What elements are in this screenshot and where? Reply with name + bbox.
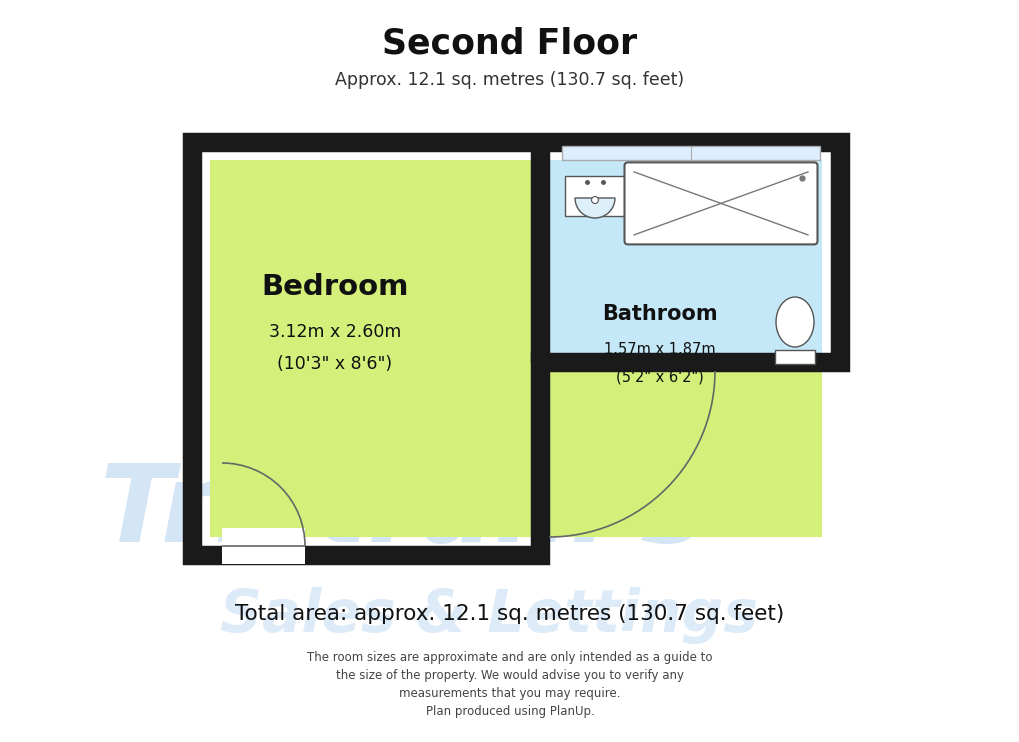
Text: Bathroom: Bathroom <box>601 304 717 324</box>
Text: Tristram's: Tristram's <box>100 459 705 565</box>
Text: (5'2" x 6'2"): (5'2" x 6'2") <box>615 370 703 384</box>
Bar <box>548 160 821 367</box>
Ellipse shape <box>775 297 813 347</box>
Bar <box>222 528 305 564</box>
Text: Second Floor: Second Floor <box>382 27 637 61</box>
Bar <box>548 367 821 537</box>
Wedge shape <box>575 198 614 218</box>
Text: (10'3" x 8'6"): (10'3" x 8'6") <box>277 355 392 373</box>
Bar <box>210 160 531 537</box>
Text: The room sizes are approximate and are only intended as a guide to
the size of t: The room sizes are approximate and are o… <box>307 651 712 718</box>
Text: 3.12m x 2.60m: 3.12m x 2.60m <box>269 323 400 341</box>
Text: Sales & Lettings: Sales & Lettings <box>220 587 757 644</box>
FancyBboxPatch shape <box>624 162 816 244</box>
Bar <box>565 176 625 216</box>
Circle shape <box>591 197 598 203</box>
Text: Approx. 12.1 sq. metres (130.7 sq. feet): Approx. 12.1 sq. metres (130.7 sq. feet) <box>335 71 684 89</box>
Bar <box>774 349 814 364</box>
Text: Bedroom: Bedroom <box>261 273 409 301</box>
Text: Total area: approx. 12.1 sq. metres (130.7 sq. feet): Total area: approx. 12.1 sq. metres (130… <box>235 604 784 624</box>
Bar <box>561 146 819 160</box>
Text: 1.57m x 1.87m: 1.57m x 1.87m <box>603 341 715 356</box>
